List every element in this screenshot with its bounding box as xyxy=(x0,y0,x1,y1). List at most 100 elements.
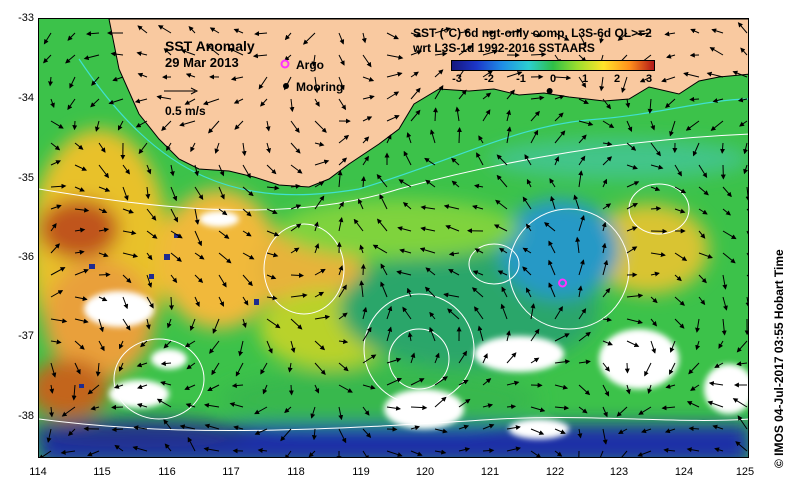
velocity-arrow xyxy=(163,340,172,349)
velocity-arrow xyxy=(98,186,111,192)
velocity-arrow xyxy=(74,249,85,255)
velocity-arrow xyxy=(111,404,124,410)
velocity-arrow xyxy=(599,32,604,44)
velocity-arrow xyxy=(424,286,436,298)
velocity-arrow xyxy=(496,174,508,188)
velocity-arrow xyxy=(474,248,484,254)
velocity-arrow xyxy=(287,362,293,373)
velocity-arrow xyxy=(204,402,220,408)
velocity-arrow xyxy=(602,384,610,397)
velocity-arrow xyxy=(188,25,196,34)
velocity-arrow xyxy=(506,126,512,144)
map-date: 29 Mar 2013 xyxy=(165,55,239,70)
velocity-arrow xyxy=(578,120,594,127)
velocity-arrow xyxy=(290,223,302,232)
velocity-arrow xyxy=(397,226,412,232)
velocity-arrow xyxy=(669,340,676,353)
velocity-arrow xyxy=(266,185,280,191)
velocity-arrow xyxy=(530,406,546,413)
velocity-arrow xyxy=(314,159,330,166)
velocity-arrow xyxy=(626,246,638,254)
velocity-arrow xyxy=(626,318,643,325)
velocity-arrow xyxy=(362,406,370,416)
velocity-arrow xyxy=(578,214,585,232)
velocity-arrow xyxy=(136,51,148,57)
velocity-arrow xyxy=(242,230,252,237)
lon-tick-label: 117 xyxy=(222,466,240,478)
velocity-arrow xyxy=(46,428,52,443)
lat-tick-label: -36 xyxy=(18,251,34,263)
velocity-arrow xyxy=(254,428,268,435)
velocity-arrow xyxy=(262,384,268,395)
velocity-arrow xyxy=(362,155,369,166)
lat-tick-label: -34 xyxy=(18,92,34,104)
velocity-arrow xyxy=(338,265,344,276)
velocity-arrow xyxy=(218,164,225,177)
velocity-arrow xyxy=(554,359,571,365)
velocity-arrow xyxy=(252,53,268,59)
lat-tick-label: -35 xyxy=(18,172,34,184)
velocity-arrow xyxy=(650,318,658,327)
velocity-arrow xyxy=(163,48,172,56)
velocity-arrow xyxy=(122,318,131,331)
colorbar-tick: 0 xyxy=(549,73,557,85)
velocity-arrow xyxy=(160,380,172,386)
velocity-arrow xyxy=(290,247,300,254)
velocity-arrow xyxy=(732,398,748,408)
velocity-arrow xyxy=(179,424,196,430)
velocity-arrow xyxy=(745,186,748,202)
velocity-arrow xyxy=(482,70,494,78)
velocity-arrow xyxy=(189,318,196,332)
velocity-arrow xyxy=(506,425,521,431)
velocity-arrow xyxy=(290,272,304,278)
sst-anomaly-map xyxy=(38,18,749,458)
velocity-arrow xyxy=(458,29,470,35)
velocity-arrow xyxy=(410,32,422,38)
velocity-arrow xyxy=(233,28,244,34)
velocity-arrow xyxy=(361,32,367,44)
velocity-arrow xyxy=(522,247,532,254)
velocity-arrow xyxy=(113,384,124,389)
velocity-arrow xyxy=(686,401,700,408)
velocity-arrow xyxy=(575,236,581,254)
velocity-arrow xyxy=(506,446,521,452)
velocity-arrow xyxy=(698,296,706,306)
velocity-arrow xyxy=(170,274,178,284)
velocity-arrow xyxy=(664,31,676,37)
velocity-arrow xyxy=(98,272,111,278)
velocity-arrow xyxy=(146,230,158,239)
velocity-arrow xyxy=(526,178,532,188)
velocity-arrow xyxy=(578,76,587,88)
velocity-arrow xyxy=(386,450,403,457)
colorbar-tick: 2 xyxy=(613,73,621,85)
lon-tick-label: 118 xyxy=(287,466,305,478)
velocity-arrow xyxy=(242,208,252,217)
velocity-arrow xyxy=(134,98,148,104)
velocity-arrow xyxy=(338,76,345,91)
velocity-arrow xyxy=(110,51,124,57)
velocity-arrow xyxy=(451,157,460,166)
velocity-arrow xyxy=(650,164,664,170)
velocity-arrow xyxy=(456,127,462,144)
velocity-arrow xyxy=(290,340,296,353)
velocity-arrow xyxy=(48,76,54,87)
velocity-arrow xyxy=(314,291,325,298)
velocity-arrow xyxy=(455,106,460,122)
velocity-arrow xyxy=(43,32,52,45)
velocity-arrow xyxy=(496,154,508,166)
velocity-arrow xyxy=(203,446,220,452)
velocity-arrow xyxy=(698,164,708,178)
velocity-arrow xyxy=(122,296,129,310)
velocity-arrow xyxy=(398,179,412,188)
velocity-arrow xyxy=(698,186,709,196)
velocity-arrow xyxy=(234,120,244,130)
velocity-arrow xyxy=(254,406,268,415)
velocity-arrow xyxy=(626,181,640,188)
velocity-arrow xyxy=(266,164,277,175)
velocity-arrow xyxy=(637,450,652,457)
velocity-arrow xyxy=(60,449,76,455)
velocity-arrow xyxy=(211,362,220,376)
velocity-arrow xyxy=(625,384,631,395)
velocity-arrow xyxy=(578,384,591,396)
velocity-arrow xyxy=(650,206,662,212)
